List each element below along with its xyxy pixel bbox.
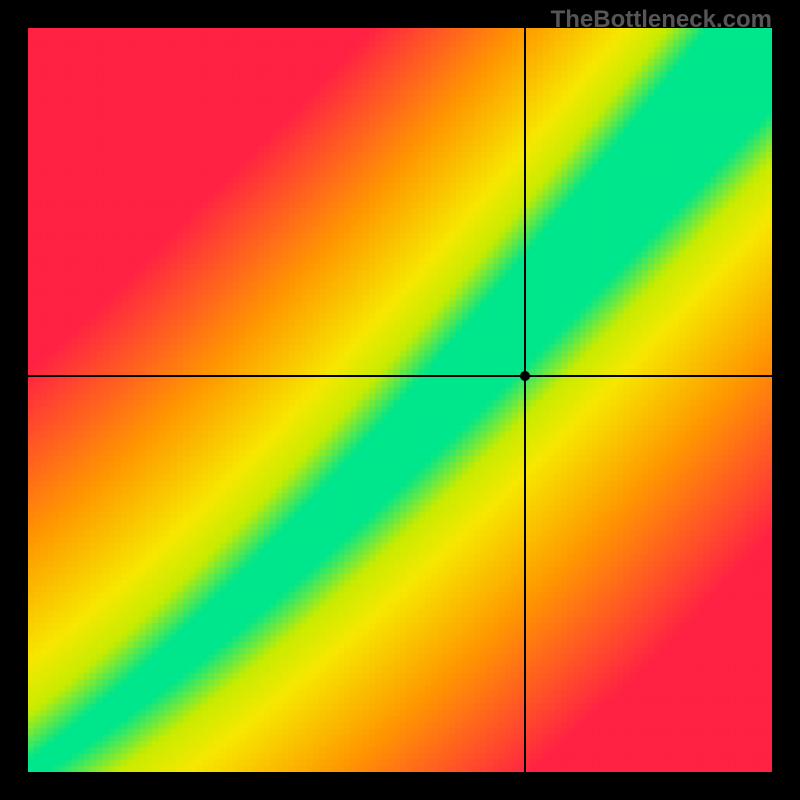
crosshair-marker <box>520 371 530 381</box>
crosshair-vertical <box>524 28 526 772</box>
watermark-text: TheBottleneck.com <box>551 6 772 34</box>
bottleneck-heatmap <box>28 28 772 772</box>
crosshair-horizontal <box>28 375 772 377</box>
